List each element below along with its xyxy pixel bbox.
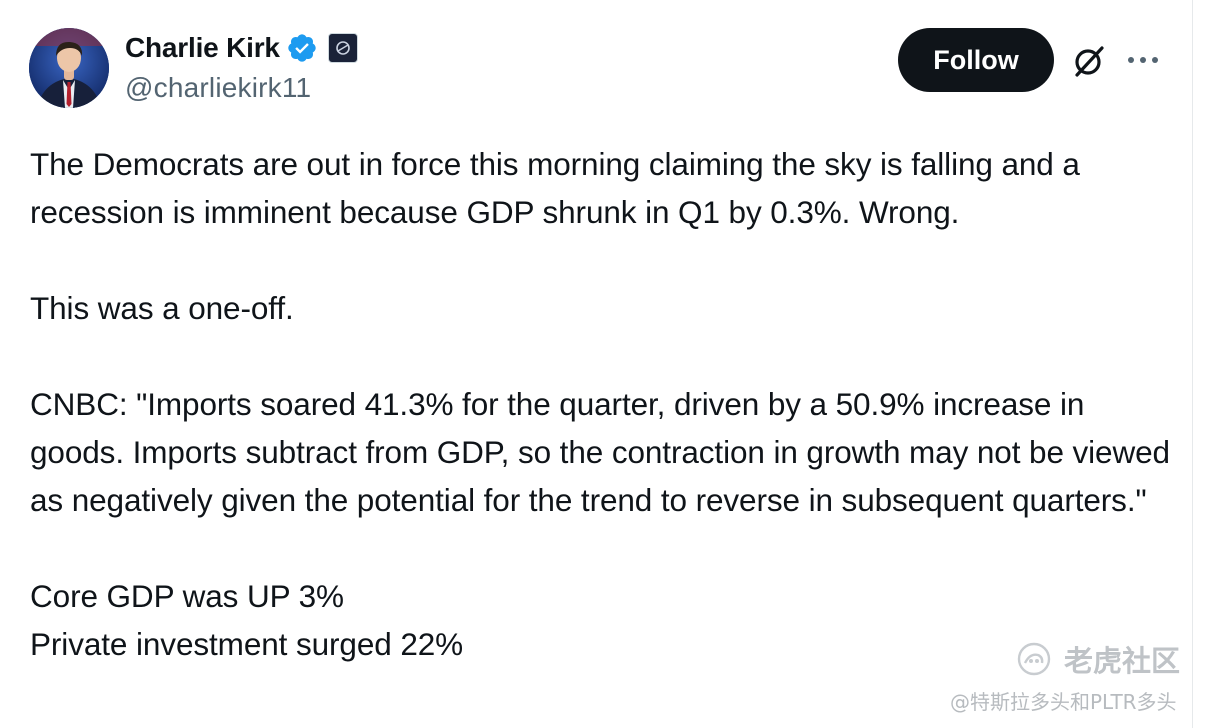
watermark-brand: 老虎社区	[1064, 646, 1181, 678]
tiger-community-logo-icon	[1016, 641, 1052, 677]
tweet-paragraph: This was a one-off.	[30, 290, 294, 326]
tweet-paragraph: Private investment surged 22%	[30, 626, 464, 662]
handle[interactable]: @charliekirk11	[125, 72, 312, 103]
display-name[interactable]: Charlie Kirk	[125, 32, 280, 63]
watermark-user: @特斯拉多头和PLTR多头	[950, 690, 1177, 714]
tweet-header: Charlie Kirk @charliekirk11 Foll	[29, 28, 1170, 108]
tweet-paragraph: Core GDP was UP 3%	[30, 578, 344, 614]
tweet-paragraph: CNBC: "Imports soared 41.3% for the quar…	[30, 386, 1170, 518]
watermark-logo: 老虎社区	[1016, 638, 1180, 680]
more-options-icon[interactable]	[1126, 50, 1160, 70]
name-row: Charlie Kirk	[125, 30, 358, 66]
avatar[interactable]	[29, 28, 109, 108]
profile-photo-icon	[29, 28, 109, 108]
tweet-text: The Democrats are out in force this morn…	[30, 140, 1170, 668]
verified-badge-icon[interactable]	[286, 32, 318, 64]
tweet-paragraph: The Democrats are out in force this morn…	[30, 146, 1080, 230]
grok-icon[interactable]	[1072, 44, 1106, 78]
follow-button[interactable]: Follow	[898, 28, 1054, 92]
author-block: Charlie Kirk @charliekirk11	[125, 30, 358, 104]
divider	[1192, 0, 1193, 728]
organization-affiliate-badge-icon[interactable]	[327, 33, 358, 63]
